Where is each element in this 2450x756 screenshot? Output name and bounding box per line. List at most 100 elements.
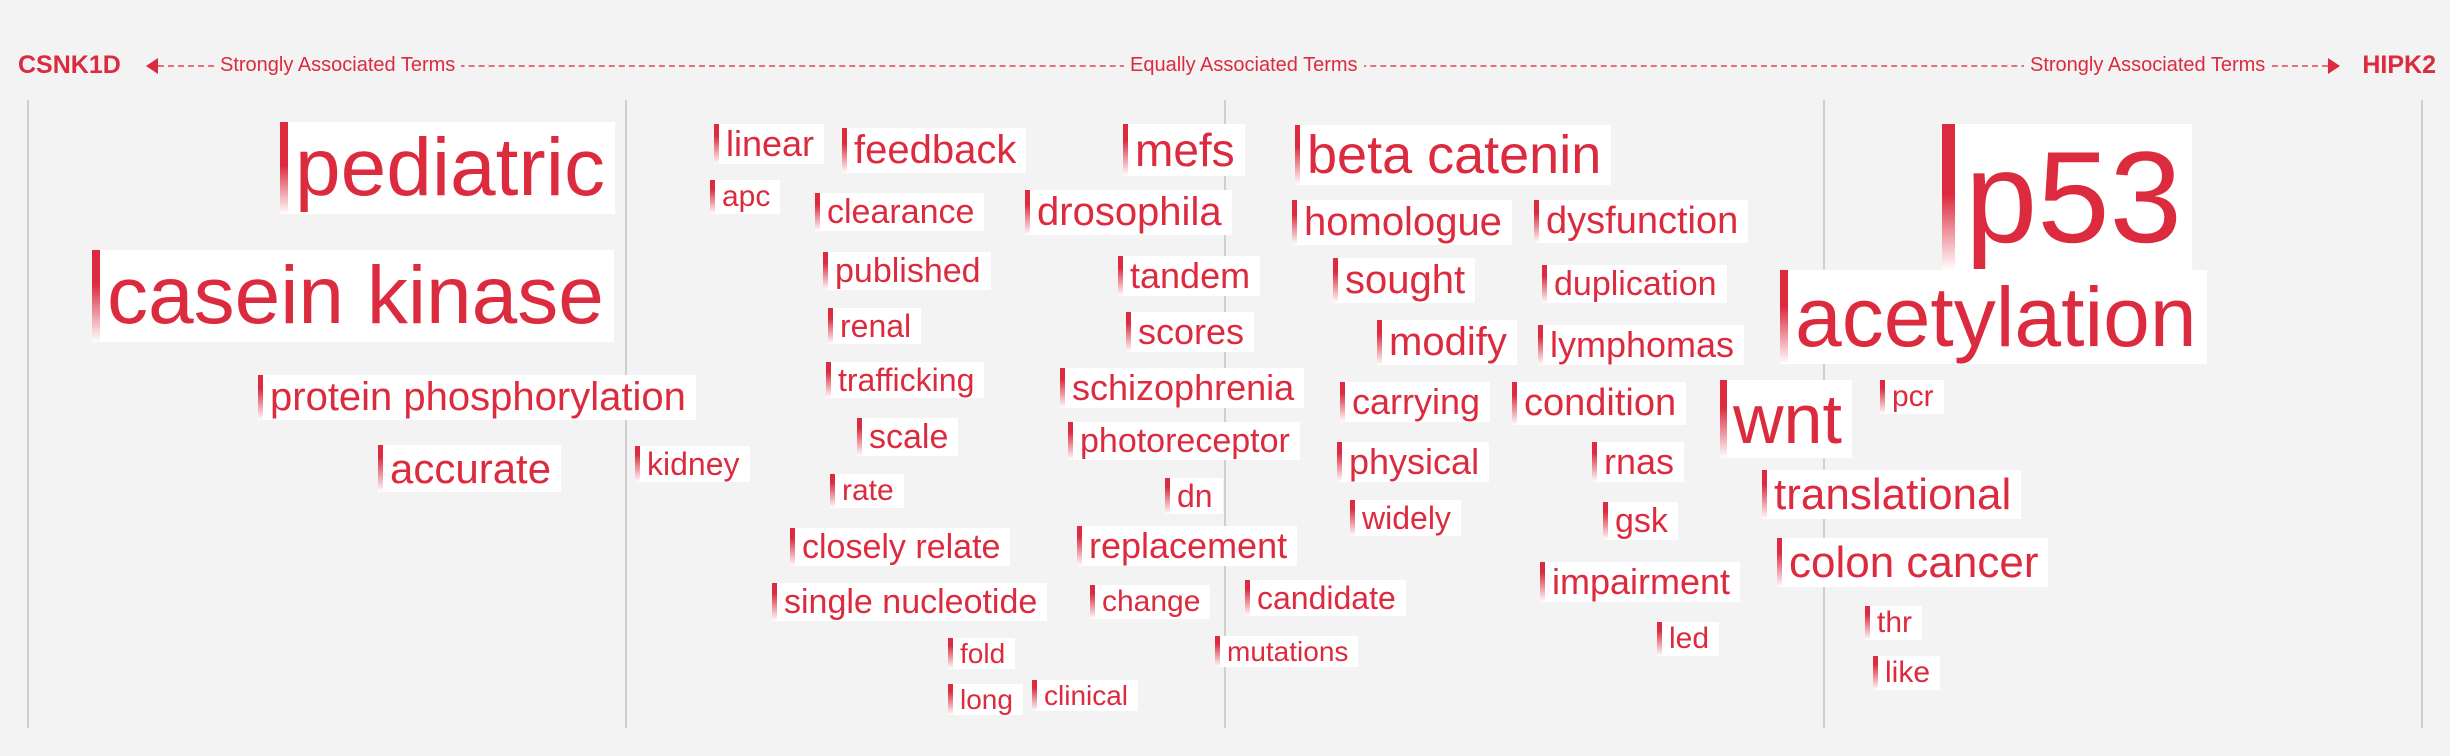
term-casein-kinase[interactable]: casein kinase bbox=[92, 250, 614, 342]
term-linear[interactable]: linear bbox=[714, 123, 825, 164]
association-bar bbox=[714, 124, 719, 164]
term-kidney[interactable]: kidney bbox=[635, 446, 750, 482]
association-bar bbox=[1245, 580, 1250, 616]
term-clinical[interactable]: clinical bbox=[1032, 680, 1139, 711]
term-gsk[interactable]: gsk bbox=[1603, 502, 1678, 540]
term-accurate[interactable]: accurate bbox=[378, 445, 562, 492]
term-schizophrenia[interactable]: schizophrenia bbox=[1060, 367, 1305, 408]
association-bar bbox=[1657, 622, 1662, 656]
association-bar bbox=[815, 193, 820, 231]
association-bar bbox=[1165, 478, 1170, 514]
term-wnt[interactable]: wnt bbox=[1720, 380, 1852, 458]
term-led[interactable]: led bbox=[1657, 622, 1720, 656]
term-p53[interactable]: p53 bbox=[1942, 124, 2192, 270]
term-sought[interactable]: sought bbox=[1333, 258, 1476, 303]
association-bar bbox=[1295, 125, 1300, 185]
association-bar bbox=[1780, 270, 1788, 364]
term-carrying[interactable]: carrying bbox=[1340, 381, 1491, 422]
term-photoreceptor[interactable]: photoreceptor bbox=[1068, 422, 1300, 460]
term-dn[interactable]: dn bbox=[1165, 478, 1223, 514]
association-bar bbox=[826, 362, 831, 398]
term-colon-cancer[interactable]: colon cancer bbox=[1777, 538, 2049, 587]
term-label: single nucleotide bbox=[784, 583, 1038, 621]
term-change[interactable]: change bbox=[1090, 585, 1211, 619]
association-bar bbox=[1512, 382, 1517, 425]
term-scores[interactable]: scores bbox=[1126, 312, 1255, 352]
term-label: p53 bbox=[1965, 124, 2182, 270]
term-label: apc bbox=[722, 180, 771, 213]
term-mutations[interactable]: mutations bbox=[1215, 636, 1359, 667]
term-pediatric[interactable]: pediatric bbox=[280, 122, 615, 214]
term-label: gsk bbox=[1615, 502, 1668, 540]
term-homologue[interactable]: homologue bbox=[1292, 200, 1512, 245]
association-bar bbox=[1880, 380, 1885, 414]
term-physical[interactable]: physical bbox=[1337, 441, 1490, 482]
term-label: dn bbox=[1177, 478, 1213, 514]
term-label: casein kinase bbox=[107, 250, 604, 341]
term-label: linear bbox=[726, 123, 815, 164]
term-label: tandem bbox=[1130, 255, 1251, 296]
term-apc[interactable]: apc bbox=[710, 180, 781, 214]
term-drosophila[interactable]: drosophila bbox=[1025, 190, 1232, 235]
term-feedback[interactable]: feedback bbox=[842, 128, 1027, 173]
term-closely-relate[interactable]: closely relate bbox=[790, 528, 1011, 566]
left-strong-label: Strongly Associated Terms bbox=[214, 53, 462, 77]
term-rnas[interactable]: rnas bbox=[1592, 441, 1685, 482]
term-protein-phosphorylation[interactable]: protein phosphorylation bbox=[258, 375, 696, 420]
term-label: homologue bbox=[1304, 200, 1502, 244]
column-divider bbox=[27, 100, 29, 728]
association-bar bbox=[635, 446, 640, 482]
term-condition[interactable]: condition bbox=[1512, 382, 1687, 425]
term-replacement[interactable]: replacement bbox=[1077, 526, 1298, 566]
association-bar bbox=[1720, 380, 1727, 458]
term-pcr[interactable]: pcr bbox=[1880, 380, 1944, 414]
right-gene-label[interactable]: HIPK2 bbox=[2362, 51, 2436, 79]
term-candidate[interactable]: candidate bbox=[1245, 580, 1406, 616]
term-label: condition bbox=[1524, 382, 1677, 424]
left-gene-label[interactable]: CSNK1D bbox=[18, 51, 121, 79]
term-label: carrying bbox=[1352, 381, 1481, 422]
term-renal[interactable]: renal bbox=[828, 308, 922, 344]
term-label: renal bbox=[840, 308, 912, 344]
term-long[interactable]: long bbox=[948, 684, 1023, 715]
term-thr[interactable]: thr bbox=[1865, 606, 1923, 640]
term-mefs[interactable]: mefs bbox=[1123, 124, 1245, 176]
term-widely[interactable]: widely bbox=[1350, 500, 1461, 536]
association-bar bbox=[1340, 382, 1345, 422]
association-bar bbox=[1032, 680, 1037, 711]
term-label: rnas bbox=[1604, 441, 1675, 482]
arrow-left-icon bbox=[146, 58, 158, 74]
term-like[interactable]: like bbox=[1873, 656, 1941, 690]
term-acetylation[interactable]: acetylation bbox=[1780, 270, 2207, 364]
term-scale[interactable]: scale bbox=[857, 418, 959, 456]
term-dysfunction[interactable]: dysfunction bbox=[1534, 200, 1749, 243]
term-single-nucleotide[interactable]: single nucleotide bbox=[772, 583, 1048, 621]
association-header: CSNK1D HIPK2 Strongly Associated Terms E… bbox=[0, 0, 2450, 130]
term-translational[interactable]: translational bbox=[1762, 470, 2022, 519]
term-tandem[interactable]: tandem bbox=[1118, 255, 1261, 296]
term-beta-catenin[interactable]: beta catenin bbox=[1295, 125, 1612, 185]
term-label: trafficking bbox=[838, 362, 975, 398]
term-duplication[interactable]: duplication bbox=[1542, 265, 1727, 303]
term-label: scale bbox=[869, 418, 949, 456]
association-bar bbox=[1873, 656, 1878, 690]
term-impairment[interactable]: impairment bbox=[1540, 562, 1741, 602]
term-clearance[interactable]: clearance bbox=[815, 193, 985, 231]
term-label: physical bbox=[1349, 441, 1480, 482]
term-rate[interactable]: rate bbox=[830, 474, 904, 508]
term-label: mefs bbox=[1135, 124, 1235, 176]
term-label: clearance bbox=[827, 193, 975, 231]
term-lymphomas[interactable]: lymphomas bbox=[1538, 325, 1745, 365]
term-modify[interactable]: modify bbox=[1377, 320, 1517, 365]
term-fold[interactable]: fold bbox=[948, 638, 1016, 669]
term-published[interactable]: published bbox=[823, 252, 991, 290]
association-bar bbox=[1090, 585, 1095, 619]
column-divider bbox=[1224, 100, 1226, 728]
term-label: pediatric bbox=[295, 122, 605, 213]
term-label: thr bbox=[1877, 606, 1913, 639]
term-label: acetylation bbox=[1795, 270, 2197, 364]
term-trafficking[interactable]: trafficking bbox=[826, 362, 985, 398]
column-divider bbox=[2421, 100, 2423, 728]
term-label: schizophrenia bbox=[1072, 367, 1295, 408]
term-label: modify bbox=[1389, 320, 1507, 364]
